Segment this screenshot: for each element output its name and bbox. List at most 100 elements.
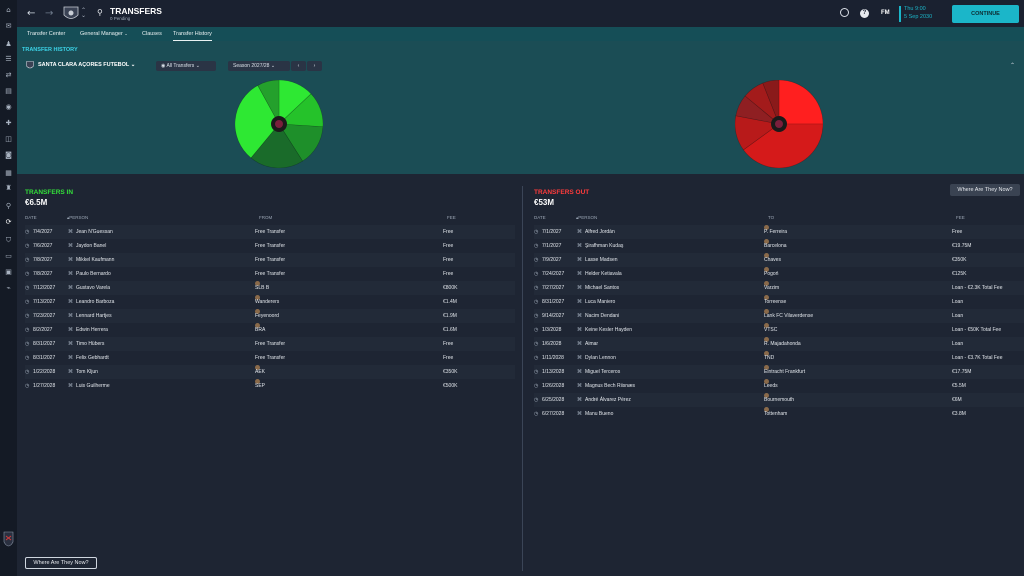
person-name[interactable]: Alfred Jordán [585,229,615,235]
club-crest-icon[interactable] [63,5,79,22]
pie-slice[interactable] [744,82,780,125]
person-name[interactable]: Helder Ketiavala [585,271,622,277]
training-icon[interactable]: ◉ [5,103,12,111]
continue-button[interactable]: CONTINUE [952,5,1019,23]
table-row[interactable]: ◷ 1/22/2028 ⌘ Tom Kljun AEK €350K [25,365,515,379]
table-row[interactable]: ◷ 7/13/2027 ⌘ Leandro Barboza Wanderers €1.4M [25,295,515,309]
person-name[interactable]: Luis Guilherme [76,383,110,389]
person-name[interactable]: Leandro Barboza [76,299,115,305]
inbox-icon[interactable]: ✉ [5,22,12,30]
person-name[interactable]: Timo Hübers [76,341,105,347]
table-row[interactable]: ◷ 7/4/2027 ⌘ Jean N'Guessan Free Transfer Fre… [25,225,515,239]
transfer-type-select[interactable]: ◉ All Transfers ⌄ [156,61,216,71]
squad-icon[interactable]: ♟ [5,40,12,48]
person-name[interactable]: Paulo Bernardo [76,271,111,277]
where-are-they-now-button[interactable]: Where Are They Now? [25,557,97,569]
table-row[interactable]: ◷ 7/9/2027 ⌘ Lasse Madsen Chaves €350K [534,253,1024,267]
where-are-they-now-button-top[interactable]: Where Are They Now? [950,184,1020,196]
col-fee[interactable]: FEE [447,215,456,220]
table-row[interactable]: ◷ 1/3/2028 ⌘ Keine Kesler Hayden VTSC Loan - … [534,323,1024,337]
pie-slice[interactable] [735,95,780,125]
person-name[interactable]: Dylan Lennon [585,355,616,361]
pie-slice[interactable] [778,80,823,125]
table-row[interactable]: ◷ 8/31/2027 ⌘ Timo Hübers Free Transfer Free [25,337,515,351]
staff-icon[interactable]: ☰ [5,55,12,63]
table-row[interactable]: ◷ 7/1/2027 ⌘ Alfred Jordán P. Ferreira Free [534,225,1024,239]
collapse-icon[interactable]: ⌃ [1010,63,1016,69]
transfers-icon[interactable]: ⟳ [5,218,12,226]
person-name[interactable]: Tom Kljun [76,369,98,375]
person-name[interactable]: Jaydon Banel [76,243,107,249]
table-row[interactable]: ◷ 1/27/2028 ⌘ Luis Guilherme SEP €500K [25,379,515,393]
table-row[interactable]: ◷ 7/12/2027 ⌘ Gustavo Varela SLB B €800K [25,281,515,295]
table-row[interactable]: ◷ 7/24/2027 ⌘ Helder Ketiavala Pogoń €125K [534,267,1024,281]
person-name[interactable]: Keine Kesler Hayden [585,327,632,333]
table-row[interactable]: ◷ 8/31/2027 ⌘ Felix Gebhardt Free Transfer Fr… [25,351,515,365]
competitions-icon[interactable]: ♜ [5,184,12,192]
table-row[interactable]: ◷ 7/8/2027 ⌘ Mikkel Kaufmann Free Transfer Fr… [25,253,515,267]
forward-arrow-icon[interactable]: → [45,8,54,19]
table-row[interactable]: ◷ 1/13/2028 ⌘ Miguel Terceros Eintracht Fran… [534,365,1024,379]
tab-transfer-history[interactable]: Transfer History [173,27,212,41]
report-icon[interactable]: ⌁ [6,284,11,292]
pie-slice[interactable] [278,93,323,128]
col-fee[interactable]: FEE [956,215,965,220]
table-row[interactable]: ◷ 8/31/2027 ⌘ Luca Maniero Torreense Loan [534,295,1024,309]
club-select[interactable]: SANTA CLARA AÇORES FUTEBOL ⌄ [38,62,135,68]
table-row[interactable]: ◷ 1/11/2028 ⌘ Dylan Lennon TND Loan - €3.7K T… [534,351,1024,365]
table-row[interactable]: ◷ 7/6/2027 ⌘ Jaydon Banel Free Transfer Free [25,239,515,253]
medical-icon[interactable]: ✚ [5,119,12,127]
person-name[interactable]: Edwin Herrera [76,327,108,333]
person-name[interactable]: Gustavo Varela [76,285,111,291]
table-row[interactable]: ◷ 1/6/2028 ⌘ Aimar R. Majadahonda Loan [534,337,1024,351]
dynamics-icon[interactable]: ▣ [5,268,12,276]
pie-slice[interactable] [735,115,780,151]
col-to[interactable]: TO [768,215,775,220]
pie-slice[interactable] [762,80,780,125]
help-icon[interactable]: ? [860,9,869,18]
person-name[interactable]: Magnus Bech Riisnæs [585,383,636,389]
pie-slice[interactable] [742,123,823,168]
table-row[interactable]: ◷ 7/27/2027 ⌘ Michael Santos Varzim Loan - €2… [534,281,1024,295]
table-row[interactable]: ◷ 7/1/2027 ⌘ Şirafhman Kudaş Barcelona €19.75… [534,239,1024,253]
tab-transfer-center[interactable]: Transfer Center [27,31,66,37]
table-row[interactable]: ◷ 6/25/2028 ⌘ André Álvarez Pérez Bournemout… [534,393,1024,407]
table-row[interactable]: ◷ 6/27/2028 ⌘ Manu Bueno Tottenham €3.8M [534,407,1024,421]
person-name[interactable]: Jean N'Guessan [76,229,113,235]
person-name[interactable]: Michael Santos [585,285,620,291]
pie-slice[interactable] [235,85,280,159]
pie-slice[interactable] [278,123,323,162]
back-arrow-icon[interactable]: ← [27,8,36,19]
dev-centre-icon[interactable]: ◫ [5,135,12,143]
person-name[interactable]: Manu Bueno [585,411,614,417]
col-date[interactable]: DATE [25,215,37,220]
tactics-icon[interactable]: ⇄ [5,71,12,79]
fm-logo[interactable]: FM [881,10,890,16]
person-name[interactable]: Mikkel Kaufmann [76,257,115,263]
search-icon[interactable]: ⚲ [97,8,103,17]
person-name[interactable]: Luca Maniero [585,299,616,305]
person-name[interactable]: Aimar [585,341,599,347]
pie-slice[interactable] [250,123,303,168]
table-row[interactable]: ◷ 9/14/2027 ⌘ Nacim Dendani Lank FC Vilaverd… [534,309,1024,323]
table-row[interactable]: ◷ 8/2/2027 ⌘ Edwin Herrera BRA €1.6M [25,323,515,337]
club-info-icon[interactable]: ⛉ [5,236,12,244]
search-icon[interactable]: ⚲ [5,202,12,210]
season-select[interactable]: Season 2027/28 ⌄ [228,61,290,71]
col-person[interactable]: ▴PERSON [576,215,597,221]
tab-clauses[interactable]: Clauses [142,31,162,37]
data-hub-icon[interactable]: ▤ [5,87,12,95]
bell-icon[interactable] [840,8,849,17]
home-icon[interactable]: ⌂ [6,6,11,14]
col-from[interactable]: FROM [259,215,273,220]
tab-general-manager[interactable]: General Manager ⌄ [80,27,128,41]
pie-slice[interactable] [278,80,312,125]
person-name[interactable]: Nacim Dendani [585,313,620,319]
scouting-icon[interactable]: ◙ [5,151,12,159]
col-date[interactable]: DATE [534,215,546,220]
person-name[interactable]: Miguel Terceros [585,369,621,375]
person-name[interactable]: André Álvarez Pérez [585,397,631,403]
person-name[interactable]: Felix Gebhardt [76,355,109,361]
table-row[interactable]: ◷ 1/26/2028 ⌘ Magnus Bech Riisnæs Leeds €5.5M [534,379,1024,393]
person-name[interactable]: Lasse Madsen [585,257,618,263]
